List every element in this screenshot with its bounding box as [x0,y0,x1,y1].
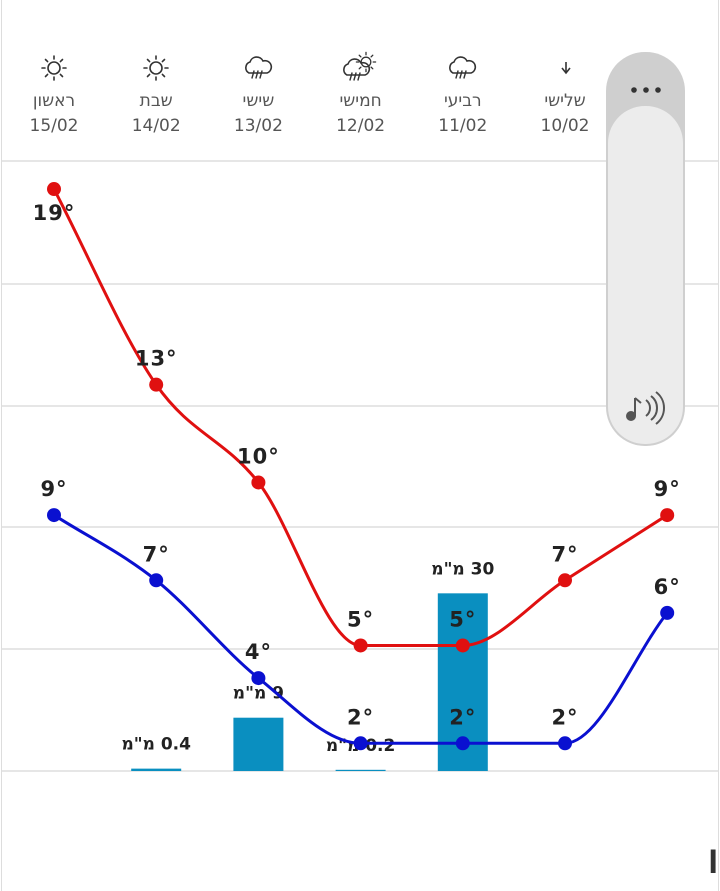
date-label: 12/02 [336,116,385,136]
day-name: שבת [140,91,173,111]
temp-label: 7° [143,542,170,566]
day-name: שלישי [544,91,585,111]
precip-bar [233,717,284,771]
chart-title: מזג אוויר שעתי הר חרמון [708,839,720,874]
date-label: 13/02 [234,116,283,136]
more-button[interactable] [631,87,661,93]
panel-slider[interactable] [608,106,683,444]
temp-point [47,182,61,197]
temp-label: 19° [33,201,76,225]
temp-label: 13° [135,347,178,371]
temp-point [47,508,61,523]
temp-label: 2° [347,705,374,729]
temp-point [251,475,266,490]
temp-point [353,638,368,653]
temp-label: 4° [245,640,272,664]
temp-label: 9° [40,477,67,501]
temp-point [558,573,572,588]
temp-point [455,736,470,751]
temp-point [455,638,470,653]
weather-icon [561,62,571,75]
temp-label: 2° [551,705,578,729]
weather-icon [343,51,377,81]
sound-icon[interactable] [626,391,665,425]
temp-point [251,671,266,686]
day-name: חמישי [339,91,381,111]
temp-point [660,605,675,620]
date-label: 15/02 [30,116,79,136]
temp-label: 9° [654,477,681,501]
temp-label: 5° [347,607,374,631]
day-name: רביעי [444,91,482,111]
date-label: 14/02 [132,116,181,136]
weather-icon [449,56,477,79]
day-name: ראשון [33,91,75,111]
day-name: שישי [243,91,275,111]
temp-label: 10° [237,444,280,468]
temp-label: 5° [449,607,476,631]
temp-point [149,377,164,392]
temp-point [149,573,164,588]
weather-icon [143,55,169,81]
temp-point [558,736,572,751]
precip-bar [131,768,182,771]
temp-label: 7° [551,542,578,566]
temp-line [52,188,669,647]
precip-label: 0.4 מ"מ [121,735,191,755]
temp-point [353,736,368,751]
precip-label: 30 מ"מ [431,559,494,579]
temp-point [660,508,675,523]
temp-label: 6° [654,575,681,599]
date-label: 10/02 [541,116,590,136]
precip-bar [335,769,386,771]
weather-icon [41,55,67,81]
volume-panel[interactable] [606,52,685,446]
date-label: 11/02 [438,116,487,136]
temp-label: 2° [449,705,476,729]
weather-icon [245,56,273,79]
